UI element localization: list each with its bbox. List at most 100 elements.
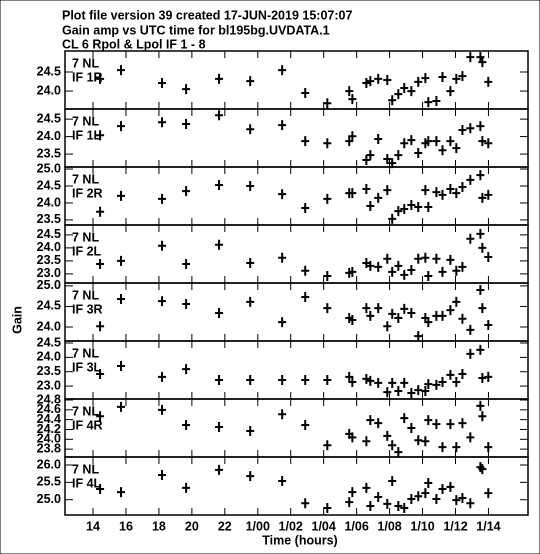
data-point: [458, 261, 467, 272]
x-tick-label: 1/10: [410, 519, 434, 533]
data-point: [158, 240, 167, 251]
data-point: [366, 260, 375, 271]
data-point: [96, 130, 105, 141]
data-point: [394, 500, 403, 511]
data-point: [215, 308, 224, 319]
data-point: [414, 435, 423, 446]
data-point: [345, 497, 354, 508]
data-point: [374, 377, 383, 388]
data-point: [374, 261, 383, 272]
y-tick-label: 25.0: [37, 161, 61, 175]
data-point: [158, 470, 167, 481]
data-point: [348, 377, 357, 388]
x-tick-label: 22: [218, 519, 232, 533]
panel-label: 7 NL: [72, 172, 99, 186]
data-point: [421, 73, 430, 84]
data-point: [400, 377, 409, 388]
data-point: [484, 138, 493, 149]
data-point: [466, 324, 475, 335]
x-tick-label: 20: [185, 519, 199, 533]
data-point: [182, 420, 191, 431]
y-tick-label: 25.5: [37, 475, 61, 489]
data-point: [452, 73, 461, 84]
data-point: [400, 303, 409, 314]
y-tick-label: 23.5: [37, 146, 61, 160]
data-point: [374, 303, 383, 314]
data-point: [452, 377, 461, 388]
y-axis-label: Gain: [10, 306, 24, 334]
data-point: [182, 482, 191, 493]
data-point: [348, 188, 357, 199]
data-point: [366, 310, 375, 321]
data-point: [96, 259, 105, 270]
data-point: [466, 498, 475, 509]
data-point: [478, 303, 487, 314]
data-point: [182, 119, 191, 130]
data-point: [158, 193, 167, 204]
data-point: [421, 252, 430, 263]
data-point: [466, 123, 475, 134]
data-point: [446, 136, 455, 147]
data-point: [478, 373, 487, 384]
data-point: [366, 150, 375, 161]
data-point: [323, 303, 332, 314]
data-point: [446, 419, 455, 430]
data-point: [438, 442, 447, 453]
data-point: [388, 475, 397, 486]
data-point: [278, 317, 287, 328]
data-point: [388, 440, 397, 451]
data-point: [466, 52, 475, 63]
data-point: [400, 413, 409, 424]
data-point: [407, 494, 416, 505]
data-point: [345, 371, 354, 382]
data-point: [362, 303, 371, 314]
data-point: [215, 110, 224, 121]
data-point: [452, 495, 461, 506]
data-point: [215, 422, 224, 433]
data-point: [476, 400, 485, 411]
data-point: [414, 331, 423, 342]
data-point: [374, 73, 383, 84]
data-point: [458, 124, 467, 135]
y-tick-label: 23.5: [37, 364, 61, 378]
data-point: [117, 401, 126, 412]
panel-label: 7 NL: [72, 462, 99, 476]
title-line: CL 6 Rpol & Lpol IF 1 - 8: [62, 37, 206, 51]
data-point: [432, 187, 441, 198]
data-point: [348, 315, 357, 326]
data-point: [345, 86, 354, 97]
data-point: [438, 310, 447, 321]
data-point: [478, 57, 487, 68]
data-point: [117, 121, 126, 132]
panel-label: IF 1R: [72, 70, 103, 84]
data-point: [407, 135, 416, 146]
data-point: [476, 121, 485, 132]
data-point: [96, 369, 105, 380]
panel-label: 7 NL: [72, 56, 99, 70]
data-point: [476, 344, 485, 355]
panel-label: 7 NL: [72, 230, 99, 244]
data-point: [414, 148, 423, 159]
data-point: [215, 179, 224, 190]
data-point: [362, 155, 371, 166]
y-tick-label: 24.6: [37, 402, 61, 416]
data-point: [117, 294, 126, 305]
data-point: [301, 375, 310, 386]
data-point: [432, 95, 441, 106]
data-point: [301, 203, 310, 214]
data-point: [348, 432, 357, 443]
data-point: [374, 418, 383, 429]
data-point: [362, 184, 371, 195]
data-point: [323, 375, 332, 386]
data-point: [388, 308, 397, 319]
data-point: [158, 404, 167, 415]
y-tick-label: 24.8: [37, 392, 61, 406]
data-point: [424, 97, 433, 108]
data-point: [117, 190, 126, 201]
data-point: [438, 266, 447, 277]
data-point: [246, 257, 255, 268]
data-point: [323, 503, 332, 514]
data-point: [446, 86, 455, 97]
data-point: [407, 423, 416, 433]
